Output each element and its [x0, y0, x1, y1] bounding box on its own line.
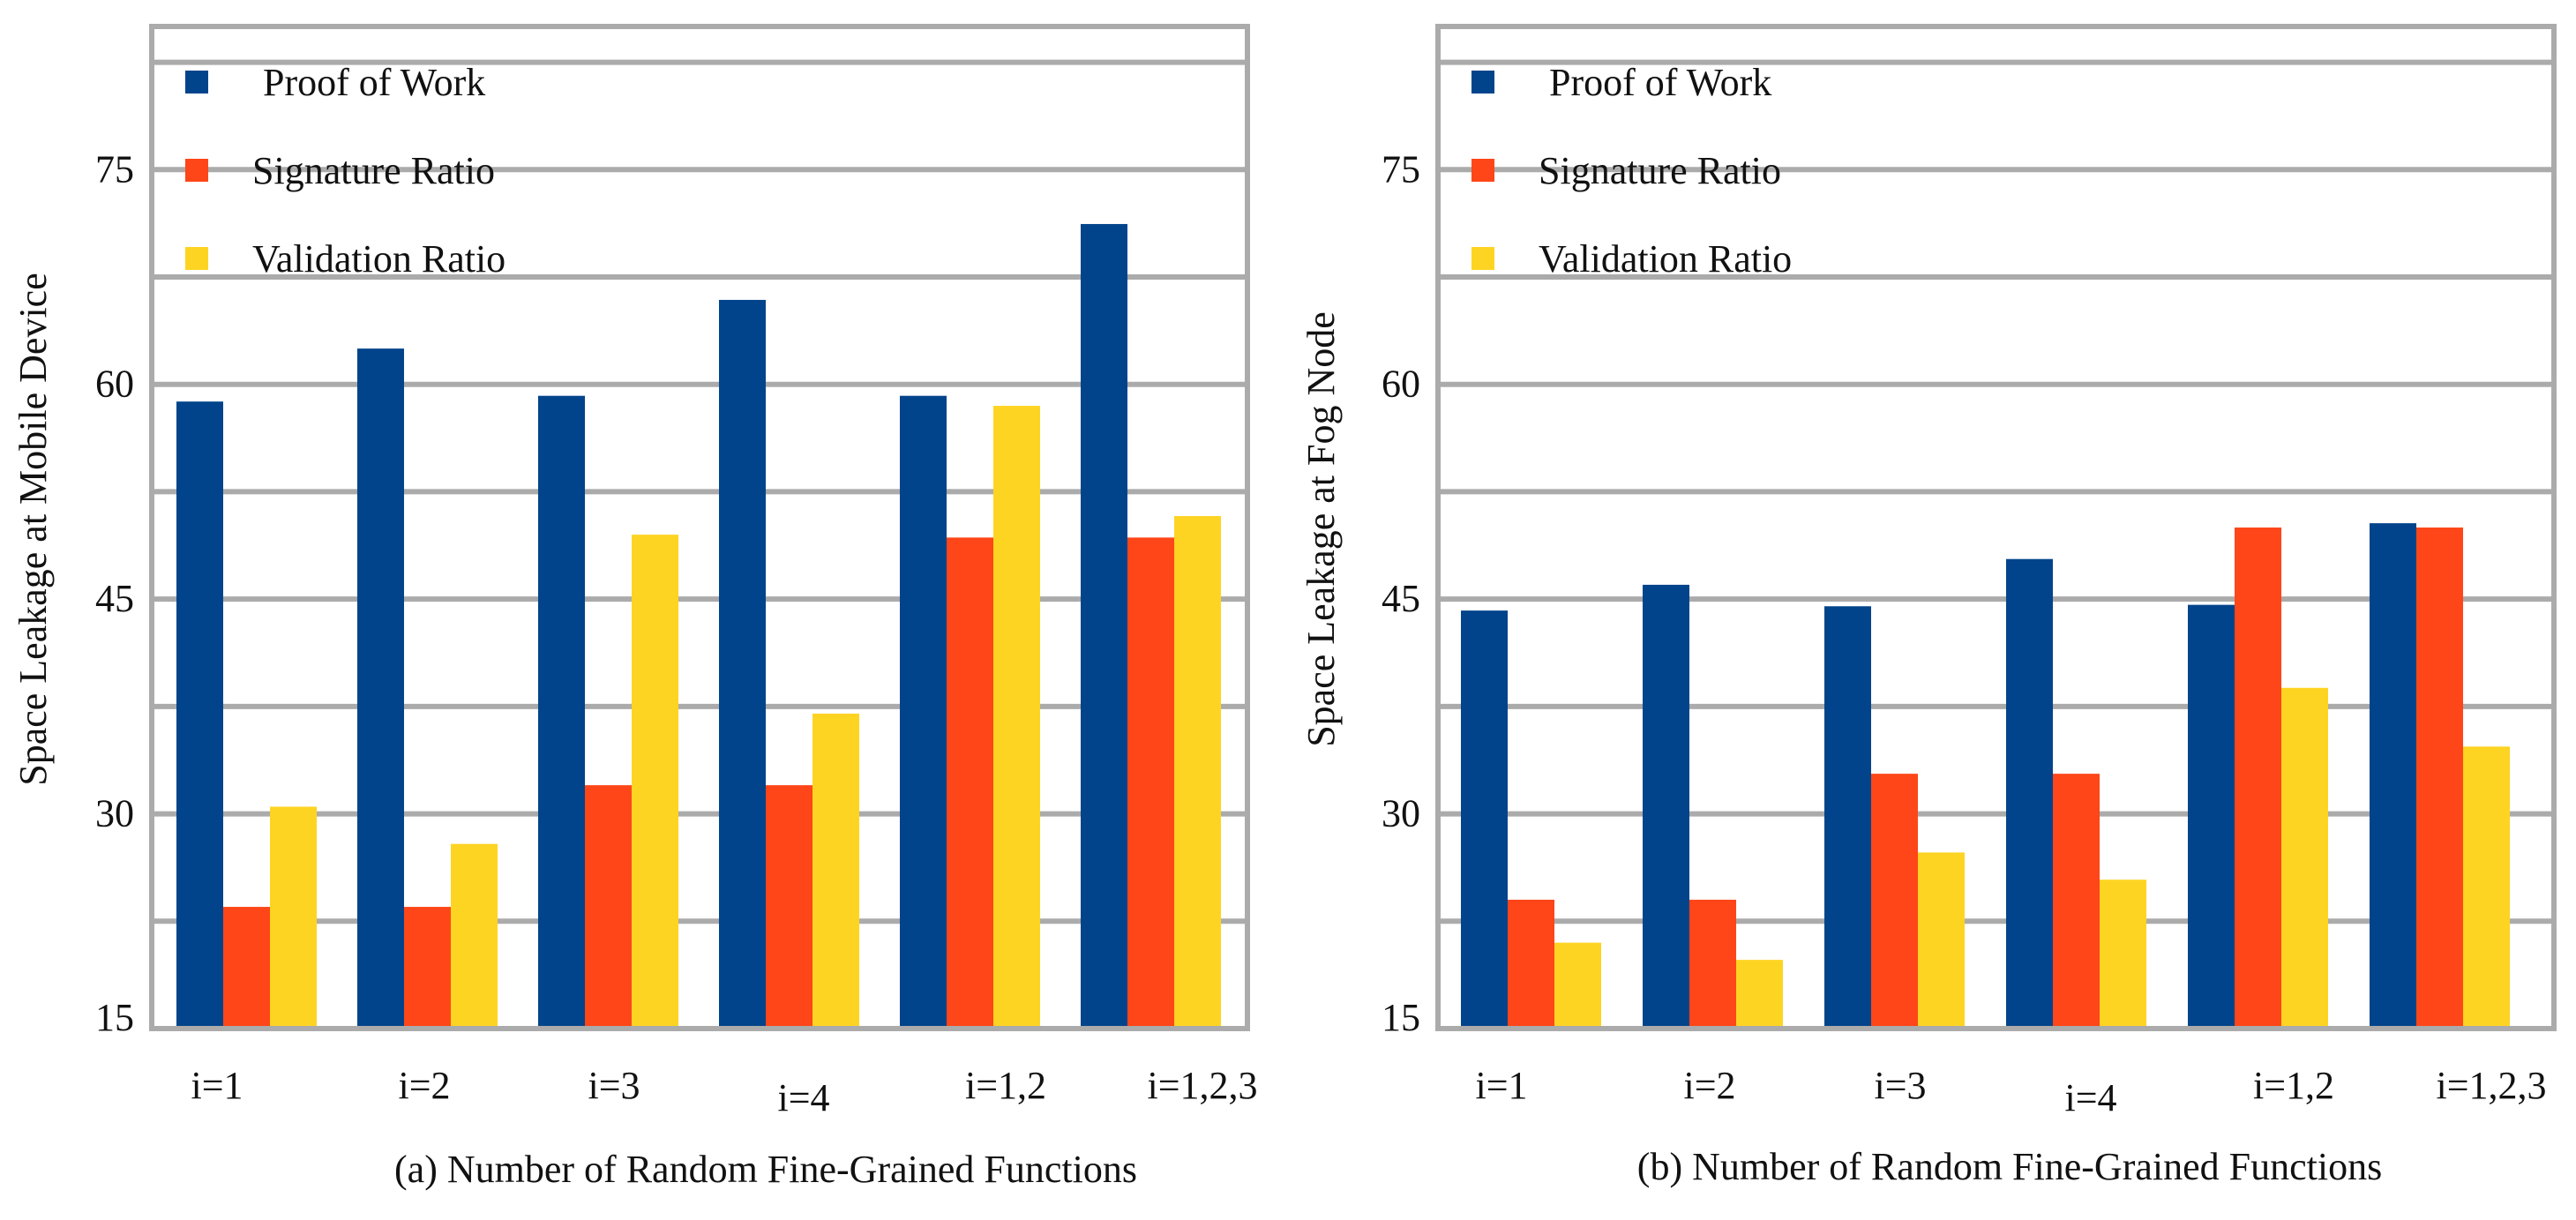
legend: Proof of Work Signature Ratio Validation R…: [185, 61, 505, 281]
bar-validation-ratio-i123: [2463, 746, 2510, 1026]
plot-frame: [149, 24, 1250, 1031]
bar-proof-of-work-i1: [1461, 610, 1508, 1026]
x-category-label: i=1,2,3: [2436, 1064, 2546, 1107]
legend: Proof of Work Signature Ratio Validation R…: [1471, 61, 1792, 281]
bar-proof-of-work-i12: [2188, 604, 2235, 1026]
x-category-label: i=3: [1874, 1064, 1926, 1107]
bar-signature-ratio-i3: [1871, 774, 1918, 1026]
bar-validation-ratio-i1: [1554, 942, 1601, 1026]
panel-caption: (b) Number of Random Fine-Grained Functi…: [1637, 1145, 2382, 1188]
legend-label: Validation Ratio: [252, 237, 505, 281]
y-axis-label: Space Leakage at Fog Node: [1299, 311, 1343, 747]
legend-label: Signature Ratio: [1539, 149, 1781, 192]
bar-signature-ratio-i1: [223, 907, 270, 1026]
bar-signature-ratio-i4: [2053, 774, 2100, 1026]
bar-signature-ratio-i12: [947, 537, 993, 1026]
legend-swatch-validation-ratio: [185, 247, 208, 270]
bar-validation-ratio-i123: [1174, 516, 1221, 1026]
x-category-label: i=1: [191, 1064, 243, 1107]
bar-validation-ratio-i3: [632, 535, 678, 1026]
x-category-label: i=3: [588, 1064, 640, 1107]
legend-label: Validation Ratio: [1539, 237, 1792, 281]
bar-signature-ratio-i2: [1689, 899, 1736, 1026]
legend-swatch-proof-of-work: [185, 71, 208, 94]
y-tick-label: 15: [95, 996, 134, 1039]
legend-swatch-signature-ratio: [1471, 159, 1494, 182]
bar-validation-ratio-i3: [1918, 852, 1965, 1026]
y-axis-label: Space Leakage at Mobile Device: [11, 273, 55, 786]
bar-proof-of-work-i3: [538, 395, 585, 1026]
x-category-label: i=4: [2064, 1076, 2116, 1119]
bar-proof-of-work-i12: [900, 395, 947, 1026]
bar-validation-ratio-i4: [812, 713, 859, 1026]
bar-validation-ratio-i12: [2281, 687, 2328, 1026]
bar-signature-ratio-i123: [1127, 537, 1174, 1026]
bar-proof-of-work-i3: [1824, 606, 1871, 1026]
panel-caption: (a) Number of Random Fine-Grained Functi…: [394, 1148, 1137, 1191]
bar-signature-ratio-i123: [2416, 528, 2463, 1026]
bar-validation-ratio-i2: [1736, 960, 1783, 1026]
bar-proof-of-work-i1: [176, 401, 223, 1026]
legend-label: Signature Ratio: [252, 149, 495, 192]
x-category-label: i=1,2,3: [1147, 1064, 1257, 1107]
bar-proof-of-work-i4: [719, 299, 766, 1027]
bar-proof-of-work-i4: [2006, 558, 2053, 1026]
bar-validation-ratio-i1: [270, 806, 317, 1026]
y-tick-label: 30: [1382, 792, 1420, 835]
bar-validation-ratio-i12: [993, 406, 1040, 1026]
bar-signature-ratio-i3: [585, 785, 632, 1026]
chart-panel-a: 15 30 45 60 75 Space Leakage at Mobile Device…: [11, 24, 1258, 1191]
x-category-label: i=1,2: [2253, 1064, 2334, 1107]
bar-signature-ratio-i2: [404, 907, 451, 1026]
bar-proof-of-work-i123: [2370, 523, 2416, 1026]
x-category-label: i=4: [777, 1076, 829, 1119]
bar-signature-ratio-i4: [766, 785, 812, 1026]
x-category-label: i=2: [1683, 1064, 1735, 1107]
legend-label: Proof of Work: [263, 61, 485, 104]
bar-proof-of-work-i2: [1643, 584, 1689, 1026]
legend-swatch-validation-ratio: [1471, 247, 1494, 270]
x-category-label: i=1,2: [965, 1064, 1046, 1107]
y-tick-label: 45: [95, 577, 134, 620]
y-tick-label: 75: [95, 147, 134, 191]
chart-panel-b: 15 30 45 60 75 Space Leakage at Fog Node i=1 i=…: [1299, 24, 2557, 1188]
y-tick-label: 30: [95, 792, 134, 835]
plot-frame: [1435, 24, 2557, 1031]
bar-proof-of-work-i2: [357, 348, 404, 1027]
bar-signature-ratio-i1: [1508, 899, 1554, 1026]
y-tick-label: 15: [1382, 996, 1420, 1039]
y-tick-label: 60: [1382, 363, 1420, 406]
bar-proof-of-work-i123: [1081, 223, 1127, 1026]
y-tick-label: 75: [1382, 147, 1420, 191]
bar-signature-ratio-i12: [2235, 528, 2281, 1026]
bar-validation-ratio-i2: [451, 843, 498, 1026]
x-category-label: i=2: [398, 1064, 450, 1107]
y-tick-label: 60: [95, 363, 134, 406]
x-category-label: i=1: [1475, 1064, 1527, 1107]
legend-swatch-signature-ratio: [185, 159, 208, 182]
legend-label: Proof of Work: [1549, 61, 1771, 104]
legend-swatch-proof-of-work: [1471, 71, 1494, 94]
y-tick-label: 45: [1382, 577, 1420, 620]
bar-validation-ratio-i4: [2100, 879, 2146, 1026]
